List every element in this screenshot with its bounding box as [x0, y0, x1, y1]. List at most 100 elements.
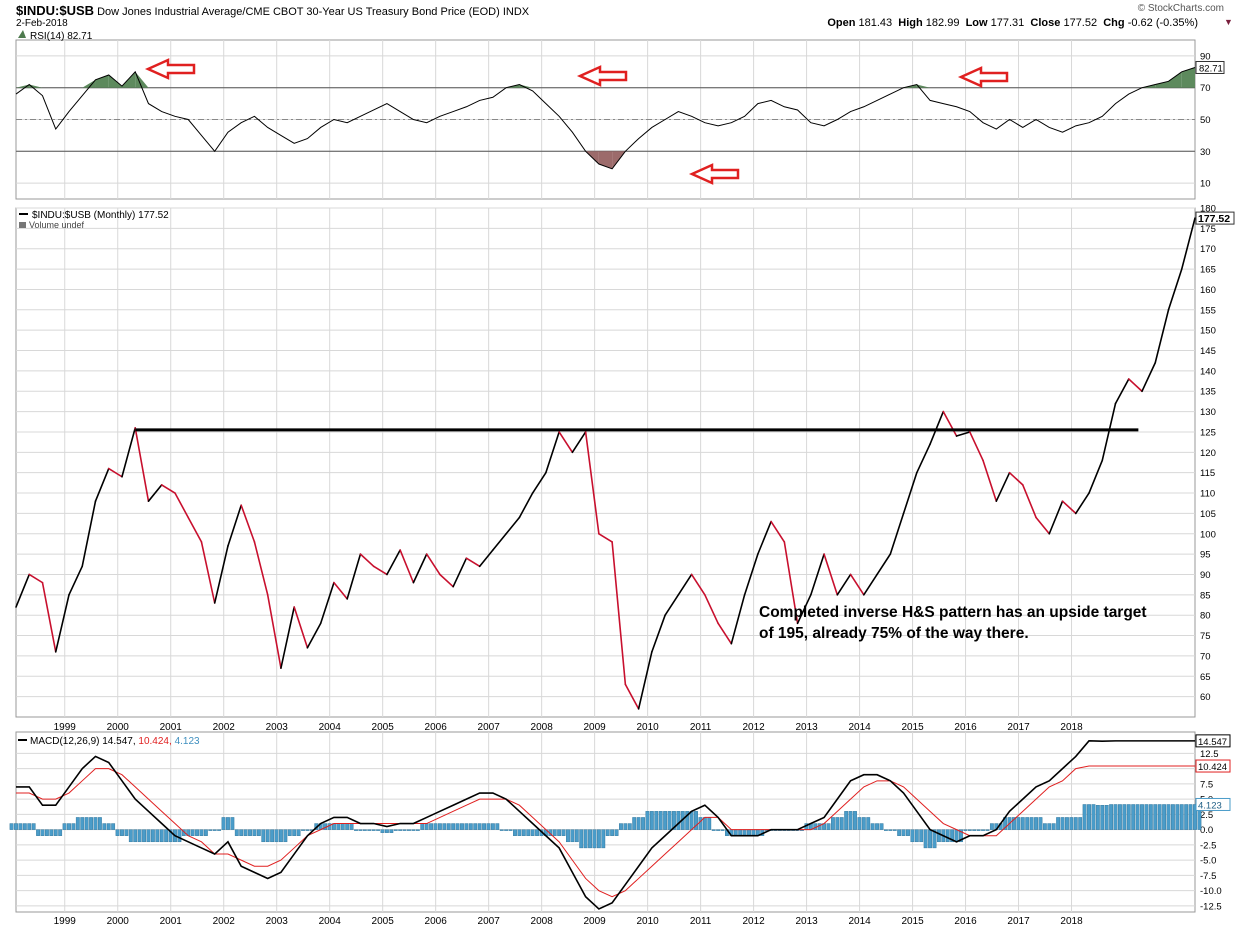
macd-histogram-bar: [716, 829, 721, 831]
macd-histogram-bar: [504, 829, 509, 831]
macd-histogram-bar: [40, 829, 45, 836]
macd-y-tick: 2.5: [1200, 810, 1213, 821]
price-line-segment: [664, 594, 680, 617]
macd-y-tick: -7.5: [1200, 871, 1216, 882]
price-line-segment: [94, 467, 110, 502]
price-line-segment: [1114, 378, 1130, 405]
macd-histogram-bar: [376, 829, 380, 831]
rsi-last-value-box: [1195, 60, 1225, 74]
macd-histogram-bar: [217, 829, 222, 831]
macd-histogram-bar: [702, 817, 707, 830]
macd-histogram-bar: [742, 829, 747, 836]
macd-x-tick: 2014: [848, 916, 871, 927]
macd-histogram-bar: [420, 823, 425, 830]
macd-histogram-bar: [967, 829, 972, 831]
annotation-line-2: of 195, already 75% of the way there.: [759, 625, 1029, 642]
macd-histogram-bar: [698, 817, 703, 830]
price-x-tick: 2014: [848, 722, 871, 733]
macd-histogram-bar: [959, 829, 963, 843]
macd-histogram-bar: [265, 829, 270, 843]
macd-histogram-bar: [888, 829, 893, 831]
macd-histogram-bar: [1100, 805, 1105, 830]
arrow-left-icon: [688, 163, 740, 185]
price-x-tick: 2005: [372, 722, 395, 733]
price-line-segment: [478, 549, 494, 568]
price-y-tick: 170: [1200, 244, 1216, 255]
macd-histogram-bar: [1042, 823, 1047, 830]
macd-histogram-bar: [1060, 817, 1065, 830]
macd-histogram-bar: [221, 817, 226, 830]
rsi-oversold-fill: [598, 151, 613, 169]
macd-last-value: 4.123: [1198, 800, 1222, 811]
macd-histogram-bar: [270, 829, 275, 843]
macd-histogram-bar: [1056, 817, 1061, 830]
macd-histogram-bar: [451, 823, 456, 830]
rsi-overbought-fill: [135, 71, 149, 88]
macd-histogram-bar: [901, 829, 906, 836]
macd-histogram-bar: [981, 829, 985, 831]
rsi-legend-icon: [18, 30, 26, 38]
macd-histogram-bar: [14, 823, 18, 830]
macd-histogram-bar: [707, 817, 712, 830]
macd-histogram-bar: [464, 823, 469, 830]
macd-histogram-bar: [287, 829, 292, 836]
price-line-segment: [54, 594, 70, 653]
macd-x-tick: 2012: [742, 916, 765, 927]
macd-histogram-bar: [1140, 804, 1144, 830]
description: Dow Jones Industrial Average/CME CBOT 30…: [97, 6, 500, 18]
macd-histogram-bar: [349, 823, 354, 830]
rsi-overbought-fill: [1181, 67, 1195, 88]
macd-histogram-bar: [619, 823, 623, 830]
macd-histogram-bar: [883, 829, 888, 831]
macd-histogram-bar: [954, 829, 959, 843]
price-y-tick: 130: [1200, 407, 1216, 418]
macd-histogram-bar: [415, 829, 420, 831]
macd-histogram-bar: [875, 823, 879, 830]
macd-histogram-bar: [1095, 805, 1100, 830]
macd-histogram-bar: [848, 811, 853, 830]
price-x-tick: 2012: [742, 722, 765, 733]
price-x-tick: 2015: [901, 722, 924, 733]
price-line-segment: [611, 541, 627, 686]
macd-histogram-bar: [1126, 804, 1131, 830]
price-line-segment: [1088, 459, 1104, 494]
rsi-overbought-fill: [95, 74, 109, 88]
macd-histogram-bar: [354, 829, 358, 831]
macd-histogram-bar: [177, 829, 182, 843]
price-y-tick: 160: [1200, 285, 1216, 296]
macd-x-tick: 1999: [54, 916, 77, 927]
macd-histogram-bar: [1078, 817, 1083, 830]
price-x-tick: 1999: [54, 722, 77, 733]
macd-histogram-bar: [261, 829, 266, 843]
price-line-segment: [187, 516, 203, 543]
macd-histogram-bar: [75, 817, 80, 830]
price-y-tick: 115: [1200, 468, 1215, 479]
macd-histogram-bar: [936, 829, 941, 843]
macd-histogram-bar: [605, 829, 610, 836]
macd-histogram-bar: [844, 811, 849, 830]
macd-histogram-bar: [535, 829, 539, 836]
macd-histogram-bar: [521, 829, 526, 836]
price-line-segment: [929, 410, 945, 445]
macd-histogram-bar: [632, 817, 637, 830]
macd-histogram-bar: [226, 817, 230, 830]
macd-histogram-bar: [380, 829, 385, 833]
price-y-tick: 140: [1200, 366, 1216, 377]
price-line-segment: [372, 565, 388, 576]
macd-last-value: 10.424: [1198, 762, 1227, 773]
macd-histogram-bar: [636, 817, 641, 830]
macd-histogram-bar: [142, 829, 146, 843]
macd-histogram-bar: [473, 823, 478, 830]
arrow-left-icon: [576, 65, 628, 87]
price-x-tick: 2018: [1060, 722, 1083, 733]
macd-histogram-bar: [831, 817, 835, 830]
price-line-segment: [81, 500, 97, 568]
macd-histogram-bar: [610, 829, 615, 836]
price-line-segment: [200, 541, 216, 604]
macd-histogram-bar: [301, 829, 305, 831]
macd-histogram-bar: [1038, 817, 1043, 830]
macd-x-tick: 2016: [954, 916, 977, 927]
price-line-segment: [293, 606, 309, 649]
price-line-segment: [810, 553, 825, 596]
price-line-segment: [876, 553, 892, 576]
